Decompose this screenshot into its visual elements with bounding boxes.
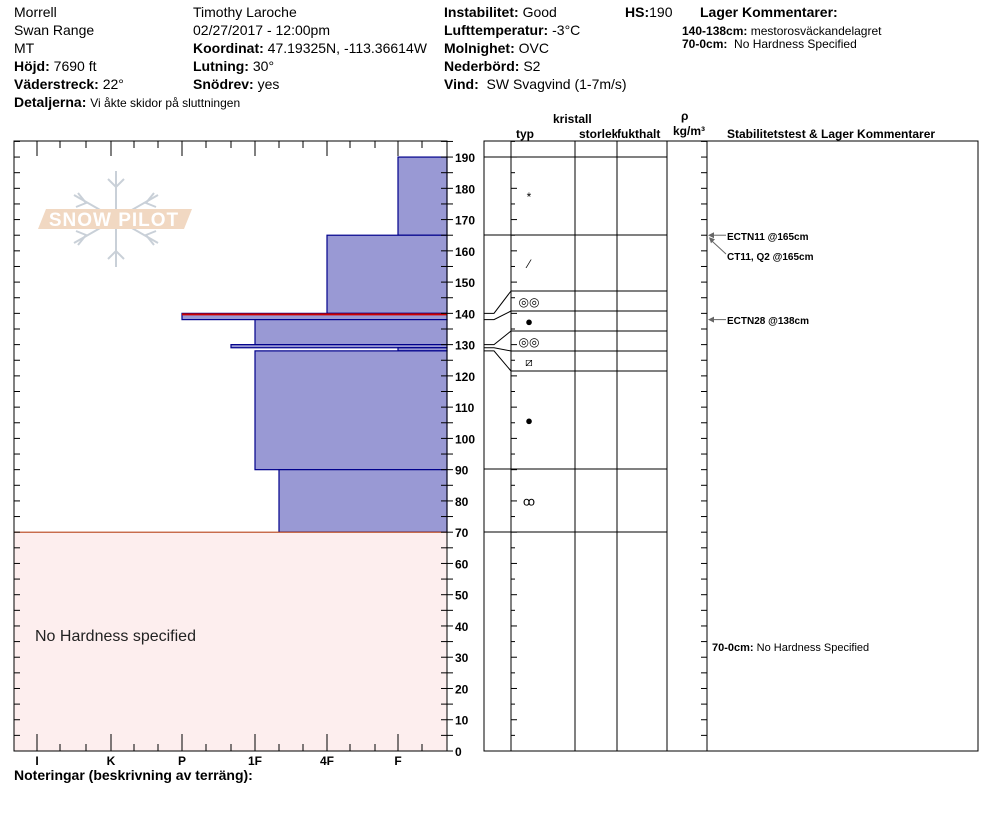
arrow-head-icon xyxy=(708,232,714,239)
depth-label: 70 xyxy=(455,526,469,540)
notes-label: Noteringar (beskrivning av terräng): xyxy=(14,767,253,783)
col-moisture: fukthalt xyxy=(617,127,661,141)
coordinates: Koordinat: 47.19325N, -113.36614W xyxy=(193,40,427,56)
depth-label: 130 xyxy=(455,339,475,353)
depth-label: 180 xyxy=(455,182,475,196)
layer-comment-2: 70-0cm: No Hardness Specified xyxy=(682,37,857,51)
column-layer-comment: 70-0cm: No Hardness Specified xyxy=(712,642,869,654)
layer-connector xyxy=(484,350,512,372)
range: Swan Range xyxy=(14,22,95,38)
aspect: Väderstreck: 22° xyxy=(14,76,124,92)
grain-type-symbol: ● xyxy=(525,413,533,428)
col-stability: Stabilitetstest & Lager Kommentarer xyxy=(727,127,936,141)
col-density-unit: kg/m³ xyxy=(673,124,706,138)
hs: HS:190 xyxy=(625,4,673,20)
depth-label: 140 xyxy=(455,307,475,321)
depth-label: 30 xyxy=(455,651,469,665)
comment-range: 70-0cm: xyxy=(712,642,757,654)
col-crystal: kristall xyxy=(553,112,592,126)
grain-type-symbol: ● xyxy=(525,314,533,329)
depth-label: 120 xyxy=(455,370,475,384)
depth-label: 40 xyxy=(455,620,469,634)
state: MT xyxy=(14,40,35,56)
col-size: storlek xyxy=(579,127,617,141)
depth-label: 50 xyxy=(455,589,469,603)
test-arrow-line xyxy=(709,238,727,255)
wind-loading: Snödrev: yes xyxy=(193,76,280,92)
comment-text: No Hardness Specified xyxy=(757,642,870,654)
slope: Lutning: 30° xyxy=(193,58,275,74)
depth-label: 0 xyxy=(455,745,462,759)
col-type: typ xyxy=(516,127,534,141)
sky: Molnighet: OVC xyxy=(444,40,549,56)
depth-label: 10 xyxy=(455,714,469,728)
stability-test-label: ECTN28 @138cm xyxy=(727,316,809,327)
stability-test-label: CT11, Q2 @165cm xyxy=(727,252,814,263)
stability-test-label: ECTN11 @165cm xyxy=(727,232,809,243)
logo-text: SNOW PILOT xyxy=(49,210,179,231)
snowpilot-logo: SNOW PILOT xyxy=(38,171,192,267)
elevation: Höjd: 7690 ft xyxy=(14,58,97,74)
grain-type-symbol: ⧄ xyxy=(525,355,533,369)
hardness-label: I xyxy=(35,754,38,768)
layer-connector xyxy=(484,290,512,314)
depth-label: 170 xyxy=(455,214,475,228)
details: Detaljerna: Vi åkte skidor på sluttninge… xyxy=(14,94,241,110)
depth-label: 60 xyxy=(455,557,469,571)
location: Morrell xyxy=(14,4,57,20)
no-hardness-label: No Hardness specified xyxy=(35,628,196,645)
layer-connector xyxy=(484,347,512,352)
arrow-head-icon xyxy=(708,316,714,323)
wind: Vind: SW Svagvind (1-7m/s) xyxy=(444,76,627,92)
depth-label: 190 xyxy=(455,151,475,165)
depth-label: 150 xyxy=(455,276,475,290)
layer-connector xyxy=(484,330,512,346)
layer-comment-1: 140-138cm: mestorosväckandelagret xyxy=(682,24,882,38)
grain-type-symbol: ꝏ xyxy=(523,495,535,509)
layer-connector xyxy=(484,310,512,321)
grain-type-symbol: ◎◎ xyxy=(519,295,540,309)
depth-label: 20 xyxy=(455,682,469,696)
hardness-label: F xyxy=(394,754,401,768)
depth-label: 160 xyxy=(455,245,475,259)
air-temp: Lufttemperatur: -3°C xyxy=(444,22,581,38)
hardness-layer-bar xyxy=(254,319,448,346)
datetime: 02/27/2017 - 12:00pm xyxy=(193,22,330,38)
hardness-layer-bar xyxy=(254,350,448,471)
depth-label: 90 xyxy=(455,464,469,478)
hardness-layer-bar xyxy=(326,234,448,314)
hardness-layer-bar xyxy=(397,156,448,236)
grain-type-symbol: ⁄ xyxy=(525,257,532,271)
grain-type-symbol: * xyxy=(527,190,532,204)
depth-label: 100 xyxy=(455,432,475,446)
stability: Instabilitet: Good xyxy=(444,4,557,20)
hardness-label: 4F xyxy=(320,754,334,768)
col-rho: ρ xyxy=(681,109,689,123)
layer-comments-title: Lager Kommentarer: xyxy=(700,4,838,20)
observer: Timothy Laroche xyxy=(193,4,297,20)
hardness-label: 1F xyxy=(248,754,262,768)
arrow-head-icon xyxy=(709,237,715,244)
hardness-label: P xyxy=(178,754,186,768)
precip: Nederbörd: S2 xyxy=(444,58,541,74)
layer-table-frame xyxy=(483,140,979,752)
hardness-layer-bar xyxy=(278,469,448,533)
depth-label: 110 xyxy=(455,401,475,415)
grain-type-symbol: ◎◎ xyxy=(519,335,540,349)
hardness-label: K xyxy=(107,754,116,768)
depth-label: 80 xyxy=(455,495,469,509)
